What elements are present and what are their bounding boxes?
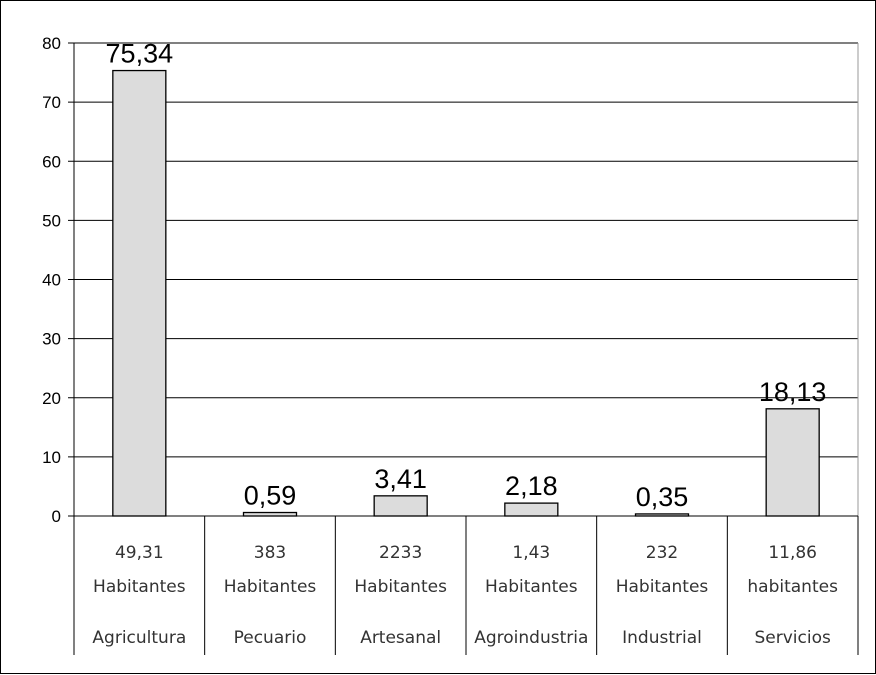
bar: [765, 408, 820, 517]
category-label-unit: habitantes: [747, 577, 838, 597]
bars: [112, 69, 820, 517]
bar: [373, 495, 428, 517]
category-label-name: Agroindustria: [474, 628, 588, 648]
bar: [504, 502, 559, 517]
category-label-name: Agricultura: [92, 628, 186, 648]
bar: [242, 511, 298, 517]
category-label-count: 11,86: [768, 543, 817, 563]
category-labels: 49,31 Habitantes Agricultura 383 Habitantes P…: [92, 543, 838, 648]
y-tick-label: 20: [42, 389, 61, 408]
y-tick-label: 60: [42, 152, 61, 171]
category-label-unit: Habitantes: [93, 577, 186, 597]
y-tick-label: 50: [42, 211, 61, 230]
y-tick-labels: 0 10 20 30 40 50 60 70 80: [42, 34, 61, 526]
category-label-count: 2233: [379, 543, 422, 563]
category-label-unit: Habitantes: [224, 577, 317, 597]
gridlines: [74, 42, 858, 458]
y-tick-label: 0: [52, 507, 61, 526]
category-label-unit: Habitantes: [354, 577, 447, 597]
category-label-unit: Habitantes: [616, 577, 709, 597]
value-label: 0,35: [636, 482, 689, 512]
value-label: 3,41: [374, 464, 427, 494]
value-label: 2,18: [505, 471, 558, 501]
category-label-name: Servicios: [754, 628, 830, 648]
category-label-name: Pecuario: [234, 628, 307, 648]
y-tick-label: 40: [42, 271, 61, 290]
category-label-unit: Habitantes: [485, 577, 578, 597]
category-label-count: 1,43: [512, 543, 550, 563]
value-label: 18,13: [759, 377, 827, 407]
y-tick-label: 80: [42, 34, 61, 53]
y-tick-label: 70: [42, 93, 61, 112]
value-label: 75,34: [106, 39, 174, 69]
category-label-count: 49,31: [115, 543, 164, 563]
bar: [112, 69, 167, 517]
y-tick-label: 10: [42, 448, 61, 467]
category-label-name: Artesanal: [360, 628, 441, 648]
category-label-count: 232: [646, 543, 678, 563]
category-label-count: 383: [254, 543, 286, 563]
value-labels: 75,34 0,59 3,41 2,18 0,35 18,13: [106, 39, 827, 512]
value-label: 0,59: [244, 481, 297, 511]
category-label-name: Industrial: [622, 628, 702, 648]
axes: [68, 42, 859, 655]
y-tick-label: 30: [42, 330, 61, 349]
